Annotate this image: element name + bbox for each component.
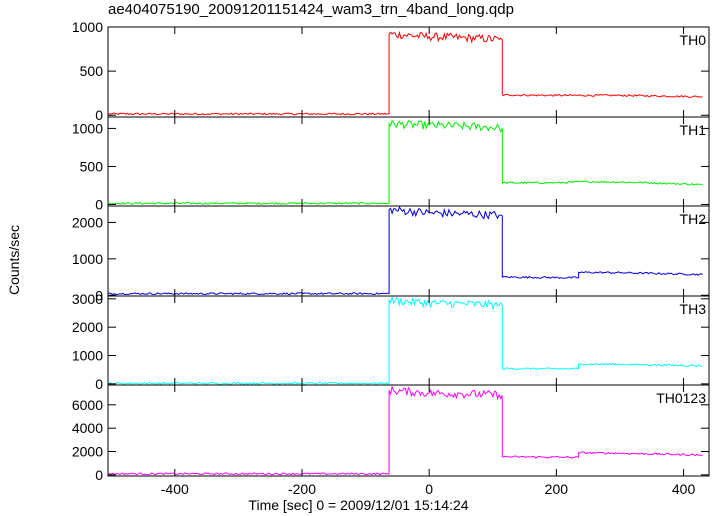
series-line-th0 [107, 30, 703, 116]
panel-frame-th3 [107, 295, 710, 386]
panel-label-th2: TH2 [680, 211, 707, 227]
series-line-th0123 [107, 385, 703, 476]
y-tick-label-th2: 2000 [72, 214, 103, 230]
y-tick-label-th1: 1000 [72, 120, 103, 136]
panel-label-th0123: TH0123 [656, 390, 706, 406]
x-tick-label: 0 [425, 481, 433, 497]
panel-frame-th1 [107, 116, 710, 207]
x-tick-label: 400 [672, 481, 696, 497]
panel-label-th3: TH3 [680, 301, 707, 317]
y-tick-label-th0: 1000 [72, 19, 103, 35]
y-tick-label-th0123: 2000 [72, 444, 103, 460]
y-tick-label-th3: 3000 [72, 291, 103, 307]
x-tick-label: 200 [545, 481, 569, 497]
series-line-th1 [107, 119, 703, 205]
y-tick-label-th2: 0 [95, 287, 103, 303]
y-tick-label-th3: 0 [95, 376, 103, 392]
y-tick-label-th3: 2000 [72, 319, 103, 335]
panel-label-th0: TH0 [680, 32, 707, 48]
x-tick-label: -200 [288, 481, 316, 497]
y-tick-label-th2: 1000 [72, 251, 103, 267]
chart-title: ae404075190_20091201151424_wam3_trn_4ban… [108, 1, 514, 18]
x-axis-label: Time [sec] 0 = 2009/12/01 15:14:24 [248, 497, 469, 513]
y-tick-label-th3: 1000 [72, 348, 103, 364]
y-tick-label-th0123: 4000 [72, 420, 103, 436]
series-line-th3 [107, 296, 703, 385]
y-tick-label-th0123: 0 [95, 467, 103, 483]
y-tick-label-th0: 0 [95, 107, 103, 123]
y-tick-label-th0123: 6000 [72, 397, 103, 413]
panel-frame-th2 [107, 205, 710, 297]
y-tick-label-th1: 500 [80, 158, 104, 174]
x-tick-label: -400 [161, 481, 189, 497]
series-line-th2 [107, 205, 703, 296]
panel-frame-th0123 [107, 384, 710, 477]
panel-frame-th0 [107, 26, 710, 118]
panel-label-th1: TH1 [680, 122, 707, 138]
y-tick-label-th0: 500 [80, 63, 104, 79]
y-tick-label-th1: 0 [95, 196, 103, 212]
